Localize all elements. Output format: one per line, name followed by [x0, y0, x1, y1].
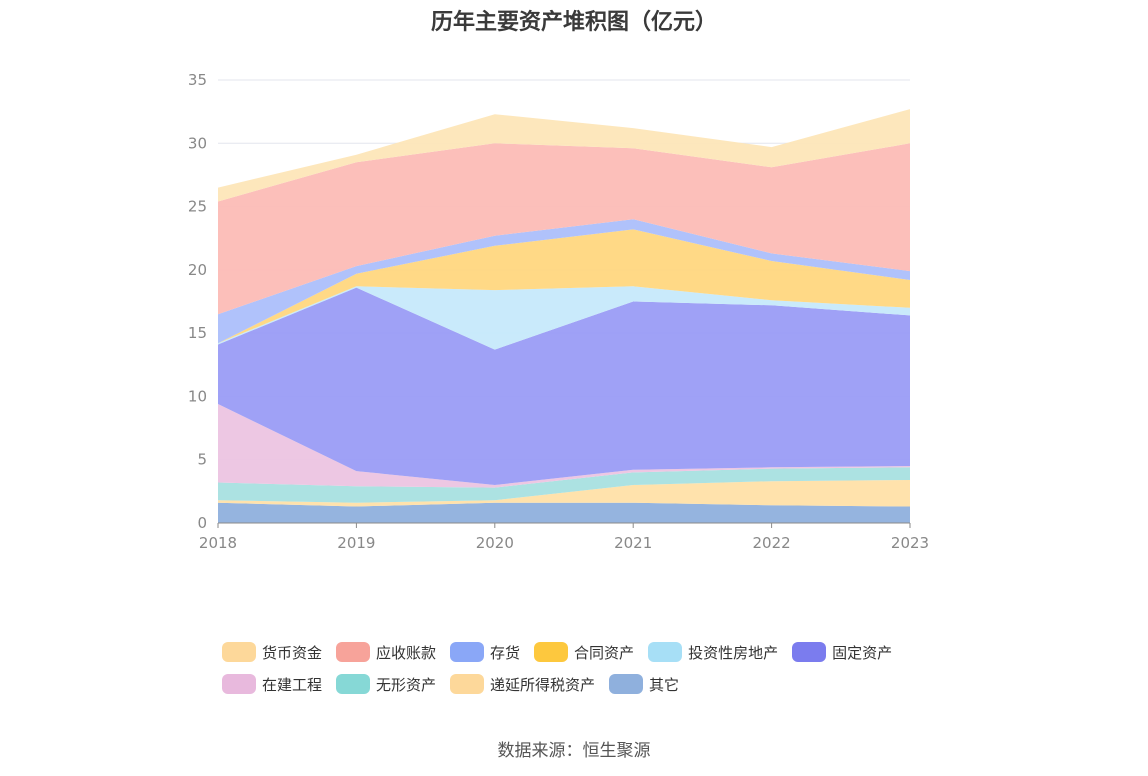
x-tick-label: 2019 [337, 534, 375, 552]
x-tick-label: 2022 [753, 534, 791, 552]
legend-label: 固定资产 [832, 643, 893, 662]
legend-swatch [534, 642, 569, 662]
area-series-2 [218, 467, 910, 503]
legend-item[interactable]: 货币资金 [222, 642, 322, 663]
legend-item[interactable]: 固定资产 [792, 642, 892, 663]
legend-item[interactable]: 递延所得税资产 [450, 674, 595, 695]
x-tick-label: 2020 [476, 534, 514, 552]
legend-swatch [336, 674, 371, 694]
data-source-note: 数据来源：恒生聚源 [497, 741, 651, 761]
stacked-area-chart: 0 5 10 15 20 25 30 35 2018 2019 2020 2021 2022 2023 [188, 71, 929, 552]
area-series-5 [218, 286, 910, 350]
legend-swatch [222, 642, 256, 662]
legend-label: 无形资产 [376, 675, 437, 694]
chart-title: 历年主要资产堆积图（亿元） [430, 10, 717, 35]
legend-label: 货币资金 [262, 643, 323, 662]
legend-label: 递延所得税资产 [490, 675, 596, 694]
legend-label: 投资性房地产 [688, 643, 779, 662]
legend-item[interactable]: 无形资产 [336, 674, 436, 695]
legend-swatch [609, 674, 644, 694]
legend-swatch [450, 642, 485, 662]
legend-item[interactable]: 合同资产 [534, 642, 634, 663]
area-series-1 [218, 480, 910, 507]
x-tick-label: 2023 [891, 534, 929, 552]
legend-item[interactable]: 其它 [609, 674, 679, 695]
legend-item[interactable]: 在建工程 [222, 674, 322, 695]
area-series-6 [218, 229, 910, 344]
y-tick-label: 35 [188, 71, 207, 89]
area-series-0 [218, 502, 910, 523]
area-series-3 [218, 404, 910, 488]
y-tick-label: 0 [197, 514, 207, 532]
area-series-8 [218, 143, 910, 315]
x-tick-label: 2021 [614, 534, 652, 552]
y-tick-label: 15 [188, 324, 207, 342]
legend-swatch [336, 642, 371, 662]
area-series-9 [218, 109, 910, 202]
y-tick-label: 5 [197, 451, 207, 469]
legend-item[interactable]: 应收账款 [336, 642, 436, 663]
y-tick-label: 30 [188, 134, 207, 152]
y-tick-label: 25 [188, 198, 207, 216]
legend-row: 在建工程 无形资产 递延所得税资产 其它 [222, 668, 942, 700]
legend-label: 应收账款 [376, 643, 437, 662]
legend-swatch [792, 642, 827, 662]
legend-label: 合同资产 [574, 643, 635, 662]
legend-swatch [450, 674, 485, 694]
legend-row: 货币资金 应收账款 存货 合同资产 投资性房地产 固定资产 [222, 636, 942, 668]
legend-item[interactable]: 投资性房地产 [648, 642, 778, 663]
chart-legend: 货币资金 应收账款 存货 合同资产 投资性房地产 固定资产在建工程 无形资产 递延所得税资产 其… [222, 636, 942, 700]
legend-swatch [222, 674, 256, 694]
x-tick-label: 2018 [199, 534, 237, 552]
y-tick-label: 20 [188, 261, 207, 279]
area-series-4 [218, 287, 910, 485]
legend-label: 在建工程 [262, 675, 323, 694]
legend-swatch [648, 642, 683, 662]
legend-label: 存货 [490, 643, 521, 662]
area-series-7 [218, 219, 910, 344]
legend-label: 其它 [649, 675, 680, 694]
legend-item[interactable]: 存货 [450, 642, 520, 663]
y-tick-label: 10 [188, 387, 207, 405]
